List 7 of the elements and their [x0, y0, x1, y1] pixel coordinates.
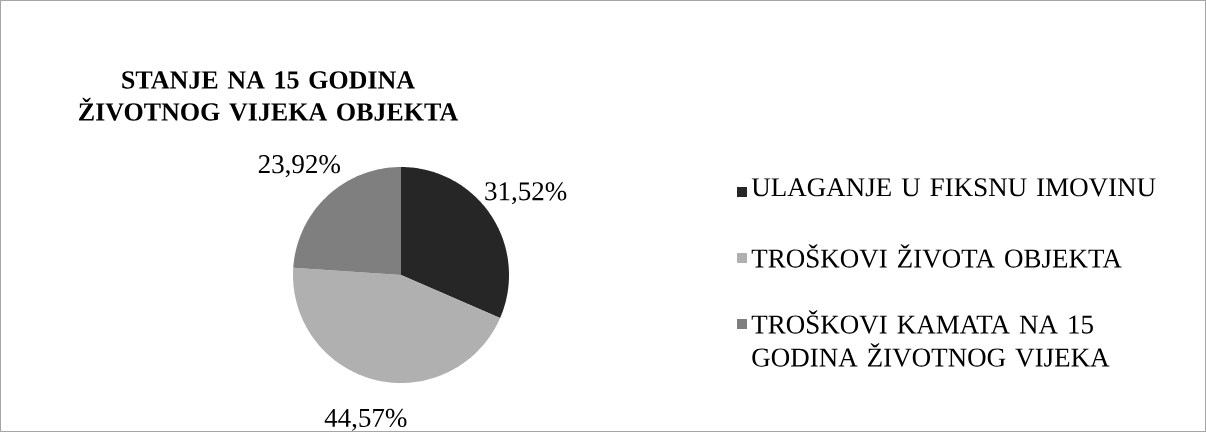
- legend-label: TROŠKOVI KAMATA NA 15 GODINA ŽIVOTNOG VIJEKA: [751, 310, 1110, 367]
- data-label: 31,52%: [485, 182, 567, 205]
- data-label: 23,92%: [258, 154, 340, 178]
- data-label: 44,57%: [324, 408, 407, 431]
- chart-title: STANJE NA 15 GODINA ŽIVOTNOG VIJEKA OBJEKTA: [79, 71, 459, 121]
- legend-label: TROŠKOVI ŽIVOTA OBJEKTA: [751, 244, 1122, 268]
- legend-label: ULAGANJE U FIKSNU IMOVINU: [751, 178, 1156, 197]
